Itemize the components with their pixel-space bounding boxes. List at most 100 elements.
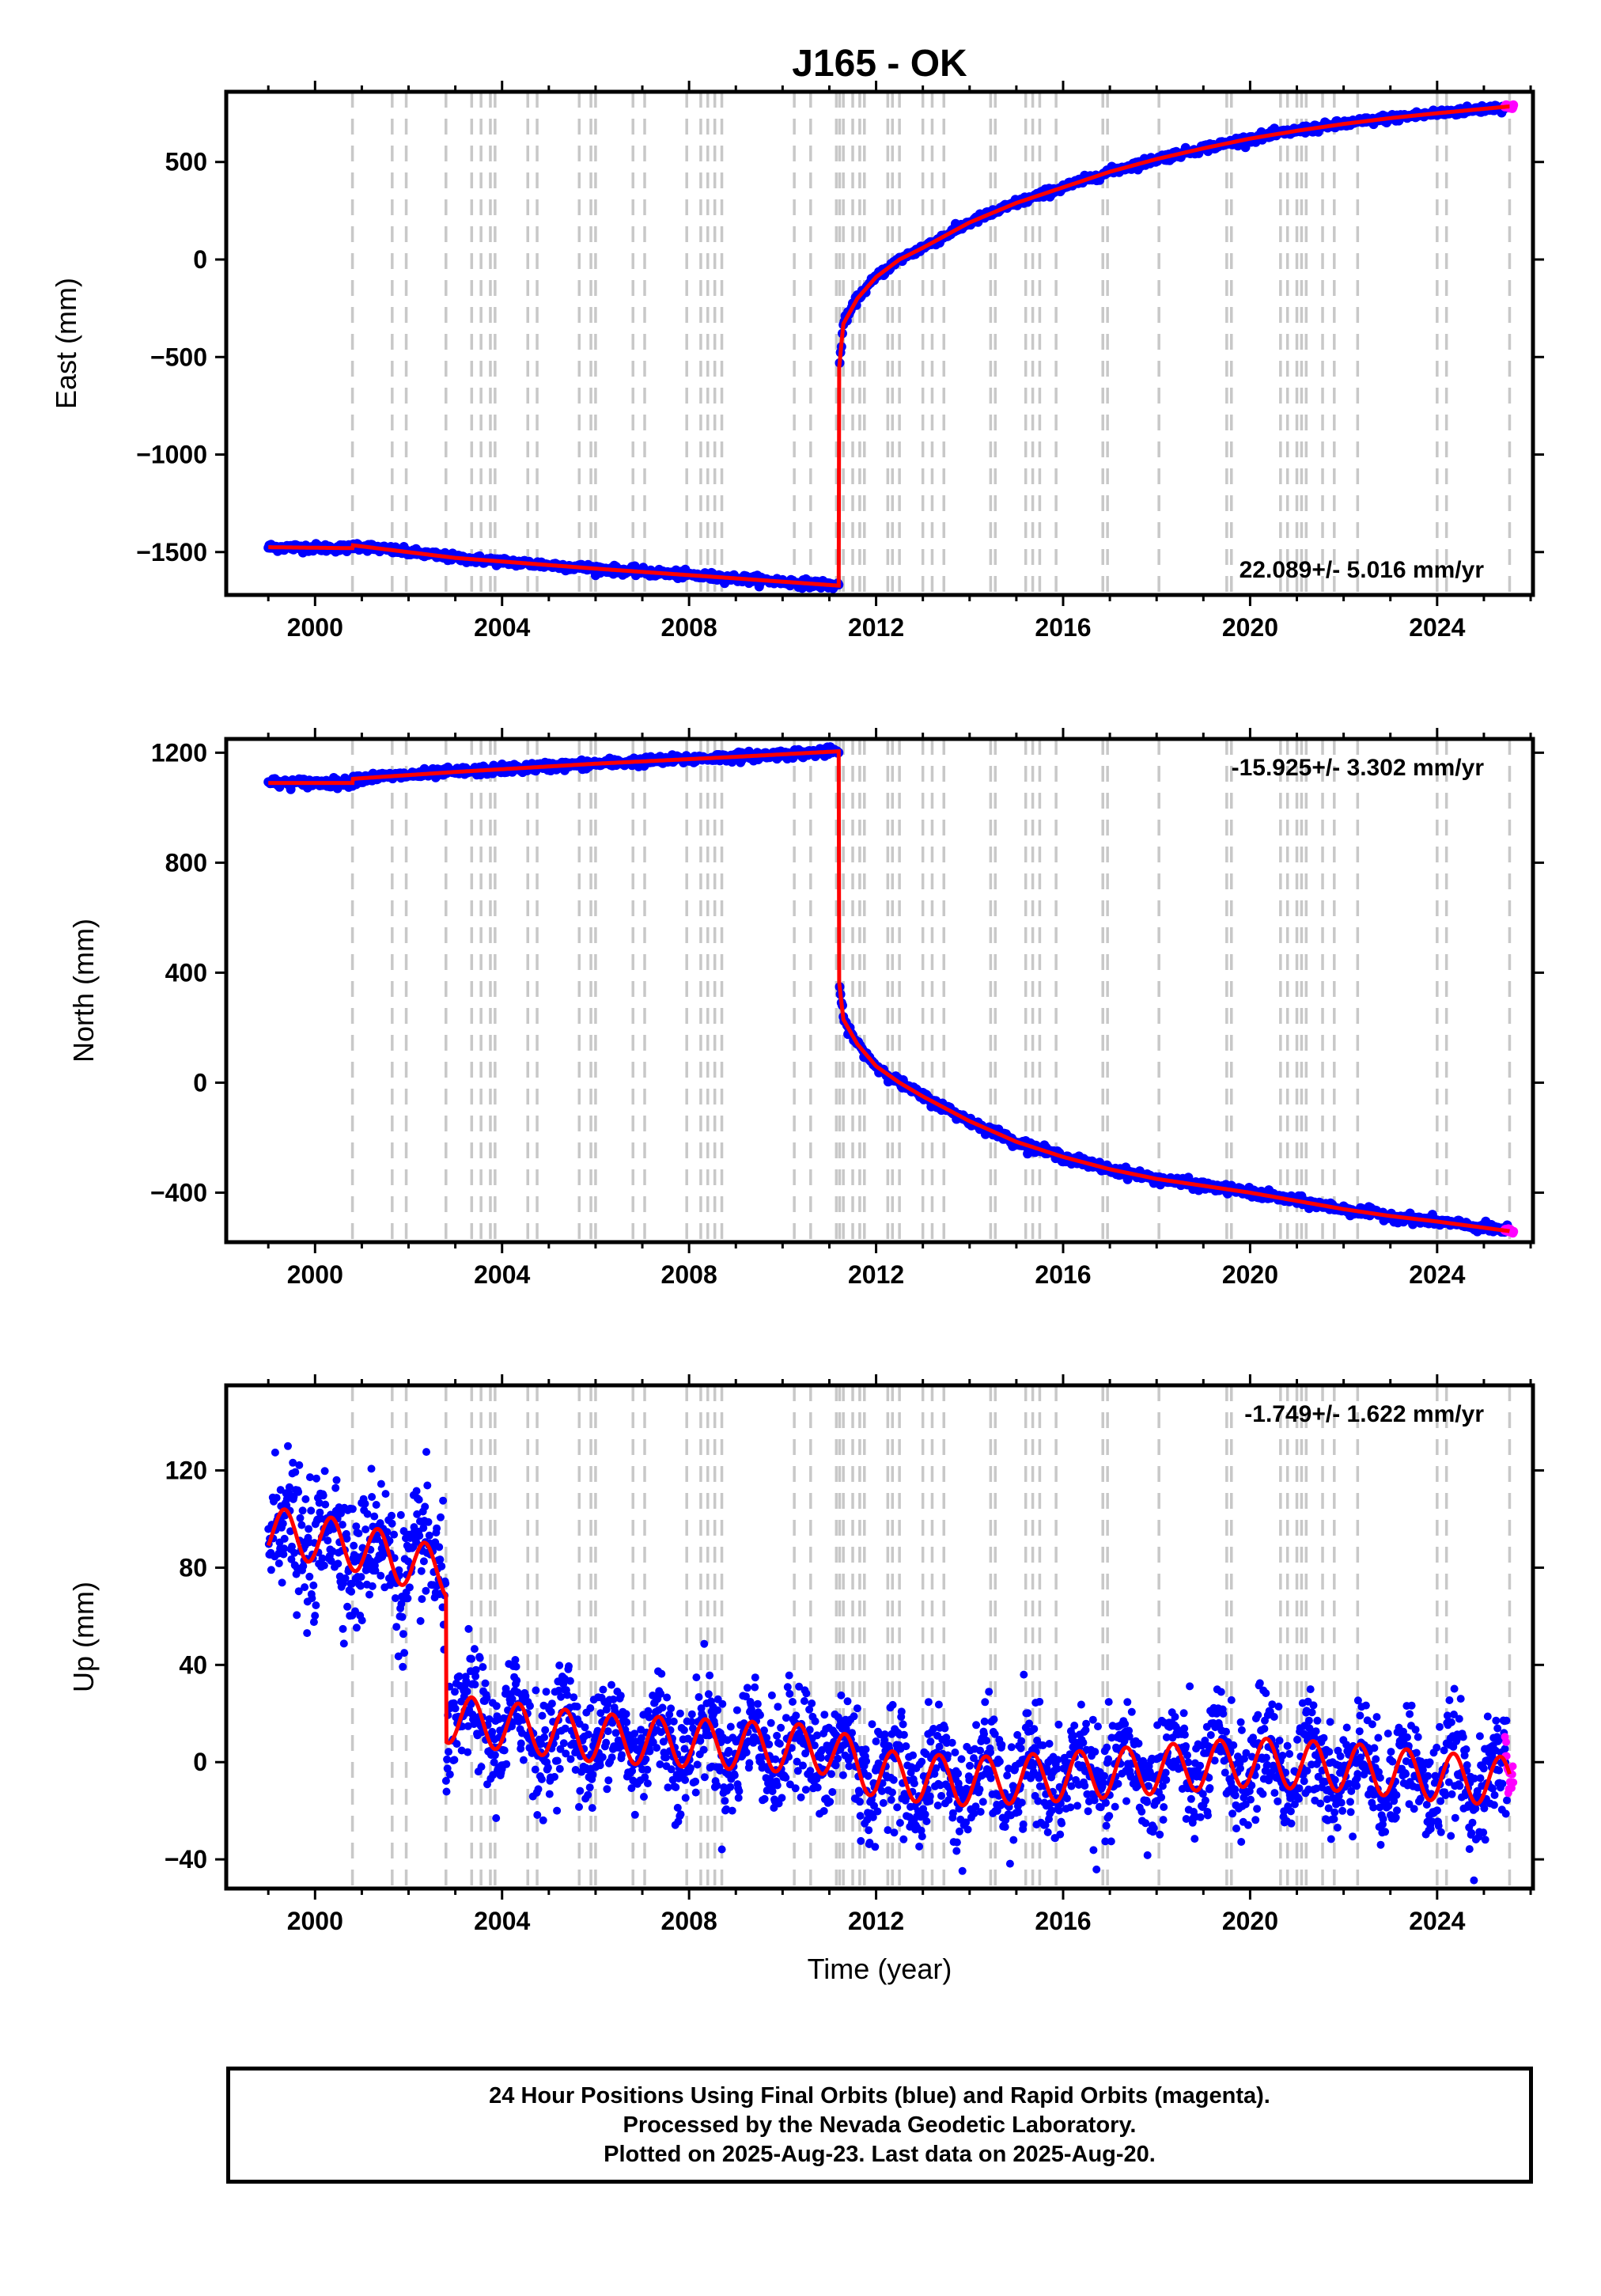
final-orbit-point bbox=[782, 1773, 790, 1782]
final-orbit-point bbox=[485, 1715, 494, 1723]
final-orbit-point bbox=[363, 1510, 372, 1518]
final-orbit-point bbox=[308, 1594, 316, 1603]
final-orbit-point bbox=[1062, 1794, 1071, 1803]
final-orbit-point bbox=[581, 1723, 589, 1732]
final-orbit-point bbox=[643, 1765, 652, 1774]
final-orbit-point bbox=[981, 1698, 990, 1707]
final-orbit-point bbox=[301, 1495, 310, 1503]
model-line-east bbox=[268, 104, 1510, 588]
final-orbit-point bbox=[512, 1662, 520, 1671]
final-orbit-point bbox=[909, 1751, 918, 1760]
final-orbit-point bbox=[383, 1528, 392, 1536]
final-orbit-point bbox=[1204, 1811, 1212, 1820]
final-orbit-point bbox=[399, 1630, 407, 1639]
final-orbit-point bbox=[1127, 1707, 1136, 1716]
final-orbit-point bbox=[1013, 1730, 1022, 1739]
final-orbit-point bbox=[272, 1494, 281, 1502]
final-orbit-point bbox=[1171, 1713, 1179, 1721]
final-orbit-point bbox=[1190, 1835, 1199, 1843]
final-orbit-point bbox=[664, 1783, 672, 1792]
final-orbit-point bbox=[878, 1786, 886, 1795]
final-orbit-point bbox=[837, 1691, 846, 1699]
final-orbit-point bbox=[1019, 1820, 1028, 1828]
final-orbit-point bbox=[659, 1737, 668, 1746]
final-orbit-point bbox=[1141, 1819, 1150, 1828]
final-orbit-point bbox=[361, 1525, 370, 1534]
final-orbit-point bbox=[995, 1757, 1004, 1766]
final-orbit-point bbox=[1143, 1851, 1152, 1859]
final-orbit-point bbox=[419, 1524, 428, 1533]
final-orbit-point bbox=[467, 1654, 476, 1663]
final-orbit-point bbox=[526, 1702, 534, 1711]
final-orbit-point bbox=[280, 1534, 289, 1543]
final-orbit-point bbox=[492, 1814, 501, 1822]
final-orbit-point bbox=[331, 1483, 340, 1492]
final-orbit-point bbox=[856, 1812, 865, 1821]
final-orbit-point bbox=[864, 1771, 872, 1780]
final-orbit-point bbox=[732, 1706, 741, 1714]
final-orbit-point bbox=[303, 1629, 312, 1638]
final-orbit-point bbox=[681, 1794, 690, 1802]
x-tick-label: 2020 bbox=[1222, 1260, 1278, 1289]
final-orbit-point bbox=[1227, 1695, 1236, 1704]
final-orbit-point bbox=[980, 1717, 989, 1726]
final-orbit-point bbox=[1092, 1865, 1101, 1874]
final-orbit-point bbox=[742, 1692, 750, 1701]
final-orbit-point bbox=[966, 1761, 974, 1770]
final-orbit-point bbox=[873, 1807, 882, 1816]
final-orbit-point bbox=[388, 1519, 396, 1528]
final-orbit-point bbox=[657, 1669, 666, 1678]
final-orbit-point bbox=[287, 1555, 296, 1563]
final-orbit-point bbox=[871, 1843, 880, 1851]
x-tick-label: 2012 bbox=[848, 613, 904, 642]
final-orbit-point bbox=[292, 1570, 301, 1578]
final-orbit-point bbox=[765, 1740, 774, 1749]
final-orbit-point bbox=[354, 1529, 363, 1538]
final-orbit-point bbox=[421, 1502, 430, 1511]
final-orbit-point bbox=[479, 1663, 487, 1671]
final-orbit-point bbox=[1043, 1828, 1052, 1836]
final-orbit-point bbox=[343, 1602, 352, 1611]
final-orbit-point bbox=[339, 1639, 348, 1648]
final-orbit-point bbox=[976, 1808, 985, 1816]
final-orbit-point bbox=[464, 1748, 472, 1756]
final-orbit-point bbox=[400, 1649, 409, 1658]
final-orbit-point bbox=[1103, 1743, 1111, 1752]
final-orbit-point bbox=[990, 1715, 998, 1724]
final-orbit-point bbox=[1122, 1797, 1130, 1805]
final-orbit-point bbox=[1206, 1731, 1215, 1739]
final-orbit-point bbox=[1134, 1739, 1143, 1748]
final-orbit-point bbox=[294, 1587, 303, 1596]
final-orbit-point bbox=[630, 1810, 639, 1819]
final-orbit-point bbox=[471, 1680, 479, 1689]
final-orbit-point bbox=[307, 1506, 316, 1515]
final-orbit-point bbox=[1009, 1836, 1018, 1844]
final-orbit-point bbox=[785, 1689, 794, 1698]
final-orbit-point bbox=[565, 1662, 573, 1670]
final-orbit-point bbox=[398, 1612, 407, 1621]
final-orbit-point bbox=[352, 1623, 361, 1632]
final-orbit-point bbox=[1162, 1775, 1171, 1784]
final-orbit-point bbox=[509, 1718, 517, 1726]
final-orbit-point bbox=[753, 1699, 762, 1708]
final-orbit-point bbox=[502, 1760, 511, 1768]
x-tick-label: 2024 bbox=[1409, 613, 1465, 642]
final-orbit-point bbox=[555, 1764, 564, 1773]
final-orbit-point bbox=[623, 1718, 631, 1726]
data-points-east bbox=[263, 100, 1519, 593]
final-orbit-point bbox=[391, 1594, 399, 1602]
final-orbit-point bbox=[293, 1611, 301, 1620]
final-orbit-point bbox=[538, 1711, 547, 1720]
final-orbit-point bbox=[457, 1746, 466, 1755]
final-orbit-point bbox=[713, 1781, 721, 1790]
final-orbit-point bbox=[586, 1704, 595, 1712]
final-orbit-point bbox=[511, 1656, 520, 1664]
final-orbit-point bbox=[957, 1755, 966, 1764]
final-orbit-point bbox=[645, 1747, 654, 1756]
final-orbit-point bbox=[700, 1773, 709, 1782]
final-orbit-point bbox=[756, 1711, 764, 1719]
final-orbit-point bbox=[641, 1773, 649, 1782]
final-orbit-point bbox=[673, 1803, 682, 1812]
final-orbit-point bbox=[726, 1783, 735, 1791]
final-orbit-point bbox=[802, 1689, 811, 1698]
